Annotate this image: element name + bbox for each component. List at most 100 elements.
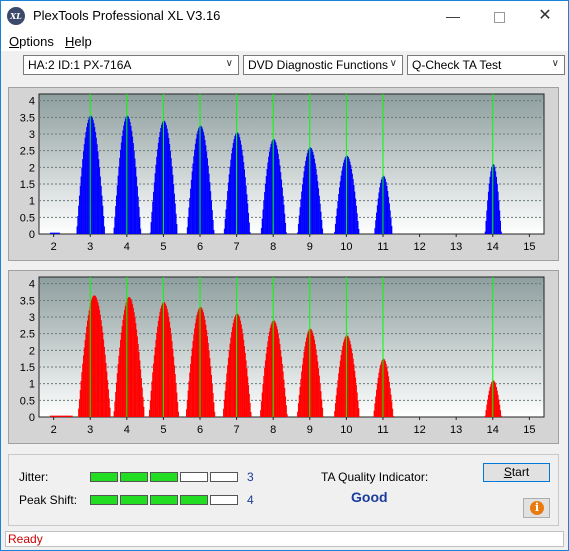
histogram-bar <box>344 157 346 234</box>
histogram-bar <box>157 149 159 234</box>
histogram-bar <box>165 305 167 417</box>
histogram-bar <box>224 390 226 417</box>
histogram-bar <box>93 123 95 234</box>
histogram-bar <box>243 162 245 234</box>
drive-select[interactable]: HA:2 ID:1 PX-716A ∨ <box>23 55 239 75</box>
histogram-bar <box>86 326 88 417</box>
y-tick-label: 1.5 <box>20 362 35 374</box>
histogram-bar <box>490 384 492 417</box>
close-button[interactable]: ✕ <box>538 7 552 24</box>
histogram-bar <box>132 307 134 417</box>
histogram-bar <box>357 221 359 234</box>
histogram-bar <box>489 176 491 234</box>
start-button[interactable]: Start <box>483 463 550 482</box>
histogram-bar <box>359 416 361 417</box>
test-select[interactable]: Q-Check TA Test ∨ <box>407 55 565 75</box>
histogram-bar <box>374 228 376 234</box>
menu-help[interactable]: Help <box>65 34 92 49</box>
histogram-bar <box>343 162 345 234</box>
histogram-bar <box>238 134 240 234</box>
histogram-bar <box>176 392 178 417</box>
x-tick-label: 9 <box>307 241 313 253</box>
meter-segment <box>120 472 148 482</box>
histogram-bar <box>320 211 322 234</box>
histogram-bar <box>282 195 284 234</box>
histogram-bar <box>498 399 500 417</box>
histogram-bar <box>87 320 89 417</box>
x-tick-label: 11 <box>377 424 388 436</box>
histogram-bar <box>229 343 231 417</box>
histogram-bar <box>104 354 106 417</box>
histogram-bar <box>140 228 142 234</box>
x-tick-label: 3 <box>87 424 93 436</box>
histogram-bar <box>352 358 354 417</box>
histogram-bar <box>58 232 60 234</box>
y-tick-label: 0 <box>29 229 35 241</box>
histogram-bar <box>210 366 212 417</box>
histogram-bar <box>117 364 119 417</box>
histogram-bar <box>208 173 210 234</box>
histogram-bar <box>265 353 267 417</box>
histogram-bar <box>142 397 144 417</box>
histogram-bar <box>68 415 70 417</box>
histogram-bar <box>380 182 382 234</box>
minimize-button[interactable]: — <box>446 8 460 24</box>
histogram-bar <box>58 415 60 417</box>
histogram-bar <box>335 216 337 234</box>
histogram-bar <box>391 225 393 234</box>
histogram-bar <box>120 149 122 234</box>
histogram-bar <box>206 151 208 234</box>
histogram-bar <box>83 144 85 234</box>
histogram-bar <box>236 313 238 417</box>
histogram-bar <box>223 399 225 417</box>
histogram-bar <box>76 226 78 234</box>
meter-segment <box>90 495 118 505</box>
info-button[interactable]: i <box>523 498 550 518</box>
histogram-bar <box>339 181 341 234</box>
histogram-bar <box>350 344 352 417</box>
histogram-bar <box>310 148 312 234</box>
histogram-bar <box>213 229 215 234</box>
histogram-bar <box>260 410 262 417</box>
histogram-bar <box>266 168 268 234</box>
histogram-bar <box>133 150 135 234</box>
histogram-bar <box>250 412 252 417</box>
x-tick-label: 10 <box>340 241 352 253</box>
histogram-bar <box>113 411 115 417</box>
status-text: Ready <box>5 531 564 547</box>
histogram-bar <box>233 319 235 417</box>
histogram-bar <box>353 364 355 417</box>
histogram-bar <box>206 330 208 417</box>
histogram-bar <box>141 387 143 417</box>
histogram-bar <box>267 341 269 417</box>
maximize-button[interactable] <box>476 1 522 31</box>
histogram-bar <box>55 232 57 234</box>
histogram-bar <box>354 370 356 417</box>
ta-quality-value: Good <box>351 489 388 505</box>
histogram-bar <box>245 360 247 417</box>
function-select[interactable]: DVD Diagnostic Functions ∨ <box>243 55 403 75</box>
histogram-bar <box>172 174 174 234</box>
histogram-bar <box>390 394 392 417</box>
histogram-bar <box>82 363 84 417</box>
histogram-bar <box>268 336 270 417</box>
histogram-bar <box>299 386 301 417</box>
histogram-bar <box>214 411 216 417</box>
histogram-bar <box>54 415 56 417</box>
histogram-bar <box>195 138 197 234</box>
histogram-bar <box>319 383 321 417</box>
histogram-bar <box>298 394 300 417</box>
histogram-bar <box>264 367 266 417</box>
histogram-bar <box>165 125 167 234</box>
histogram-bar <box>320 391 322 417</box>
meter-segment <box>90 472 118 482</box>
peak-shift-chart-panel: 0 0.5 1 1.5 2 2.5 3 3.5 4 2 3 4 5 6 7 8 9 10 11 12 13 14 15 <box>8 270 559 444</box>
histogram-bar <box>298 215 300 234</box>
histogram-bar <box>248 393 250 417</box>
histogram-bar <box>103 346 105 417</box>
histogram-bar <box>386 185 388 234</box>
histogram-bar <box>279 165 281 234</box>
menu-options[interactable]: Options <box>9 34 54 49</box>
histogram-bar <box>241 328 243 417</box>
histogram-bar <box>128 116 130 234</box>
